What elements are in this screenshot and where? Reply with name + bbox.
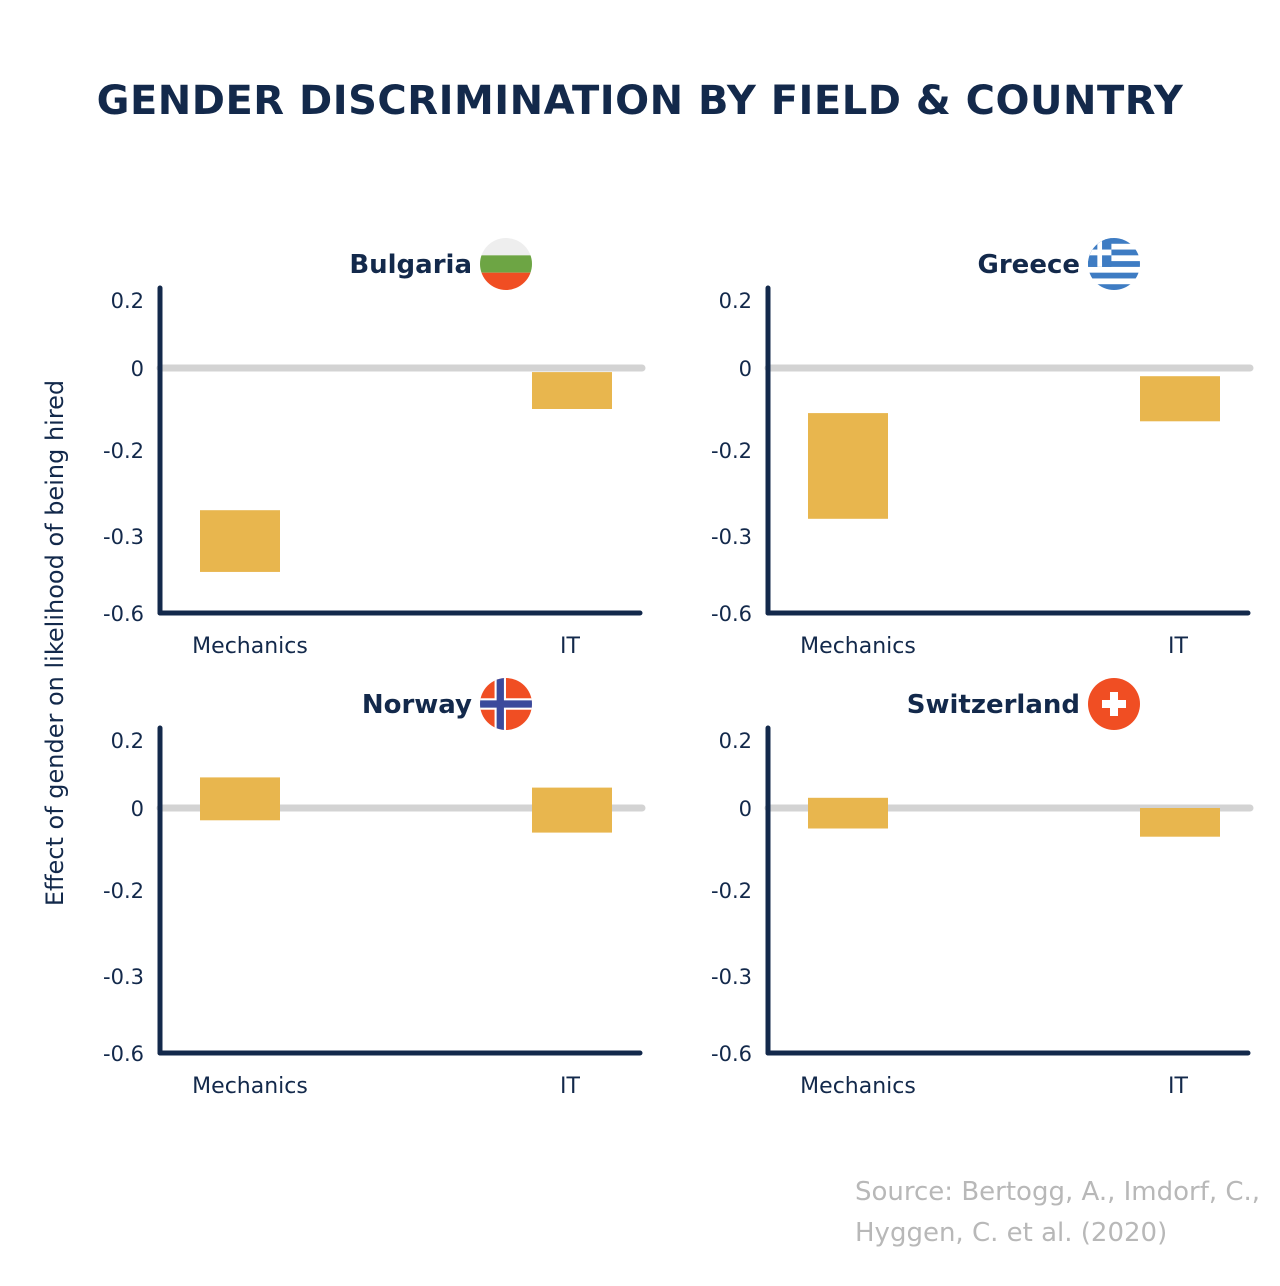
y-tick-label: -0.3: [711, 525, 752, 549]
panel-greece: 0.2 0 -0.2 -0.3 -0.6 Mechanics IT Greece: [711, 238, 1254, 659]
x-tick-label: IT: [1168, 1074, 1188, 1099]
x-tick-label: Mechanics: [800, 1074, 916, 1099]
y-tick-label: -0.3: [711, 965, 752, 989]
panel-norway: 0.2 0 -0.2 -0.3 -0.6 Mechanics IT Norway: [103, 678, 646, 1099]
y-tick-label: 0.2: [719, 729, 752, 753]
x-tick-label: IT: [560, 1074, 580, 1099]
x-tick-label: IT: [560, 634, 580, 659]
y-tick-label: -0.3: [103, 525, 144, 549]
x-tick-label: IT: [1168, 634, 1188, 659]
y-tick-label: 0: [131, 357, 144, 381]
bar-mechanics: [808, 797, 888, 829]
bar-it: [532, 372, 612, 409]
bar-it: [1140, 808, 1220, 837]
norway-flag-icon: [480, 678, 532, 730]
bulgaria-flag-icon: [480, 238, 532, 290]
y-tick-label: 0: [131, 797, 144, 821]
x-tick-label: Mechanics: [800, 634, 916, 659]
greece-flag-icon: [1088, 238, 1140, 290]
bar-mechanics: [808, 413, 888, 519]
source-note: Source: Bertogg, A., Imdorf, C., Hyggen,…: [855, 1177, 1261, 1248]
bar-mechanics: [200, 510, 280, 572]
y-tick-label: -0.2: [103, 879, 144, 903]
panel-title: Bulgaria: [349, 250, 472, 280]
y-tick-label: -0.2: [103, 439, 144, 463]
panel-title: Switzerland: [907, 690, 1080, 720]
y-tick-label: 0.2: [111, 289, 144, 313]
panel-bulgaria: 0.2 0 -0.2 -0.3 -0.6 Mechanics IT Bulgaria: [103, 238, 646, 659]
switzerland-flag-icon: [1088, 678, 1140, 730]
bar-mechanics: [200, 777, 280, 821]
panel-switzerland: 0.2 0 -0.2 -0.3 -0.6 Mechanics IT Switzerland: [711, 678, 1254, 1099]
x-tick-label: Mechanics: [192, 1074, 308, 1099]
y-tick-label: 0: [739, 797, 752, 821]
panel-title: Norway: [362, 690, 472, 720]
y-tick-label: -0.6: [103, 1042, 144, 1066]
y-tick-label: -0.6: [103, 602, 144, 626]
y-tick-label: -0.2: [711, 879, 752, 903]
y-tick-label: -0.2: [711, 439, 752, 463]
y-tick-label: -0.3: [103, 965, 144, 989]
bar-it: [532, 787, 612, 833]
bar-it: [1140, 376, 1220, 422]
y-tick-label: -0.6: [711, 1042, 752, 1066]
y-tick-label: 0.2: [719, 289, 752, 313]
y-tick-label: -0.6: [711, 602, 752, 626]
panel-title: Greece: [978, 250, 1080, 280]
x-tick-label: Mechanics: [192, 634, 308, 659]
y-tick-label: 0: [739, 357, 752, 381]
chart-title: GENDER DISCRIMINATION BY FIELD & COUNTRY: [96, 78, 1184, 124]
y-tick-label: 0.2: [111, 729, 144, 753]
